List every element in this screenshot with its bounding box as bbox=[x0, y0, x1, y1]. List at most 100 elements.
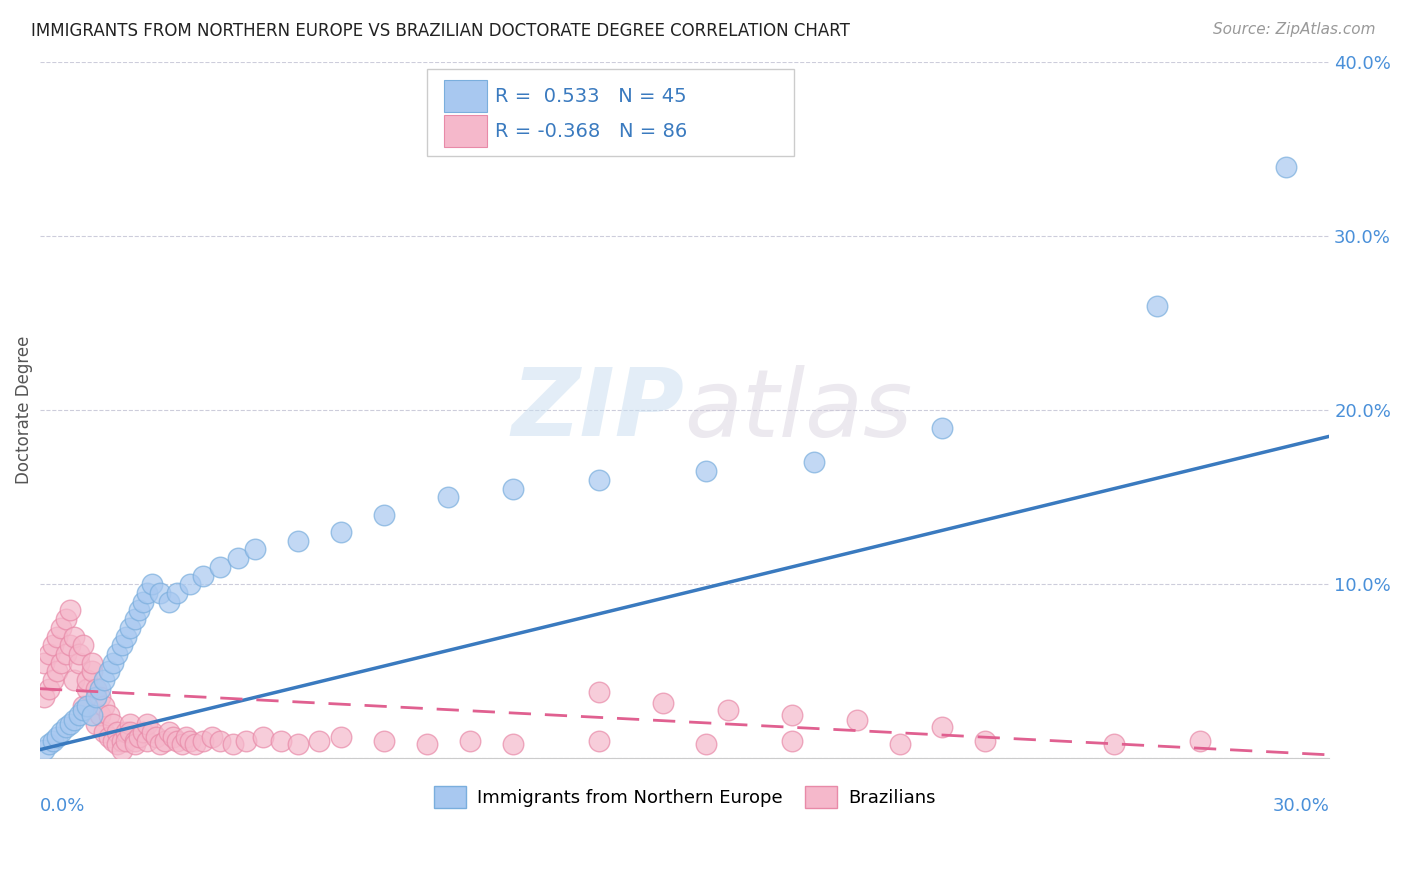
Point bbox=[51, 656, 73, 670]
Text: 30.0%: 30.0% bbox=[1272, 797, 1329, 814]
Point bbox=[120, 621, 142, 635]
Point bbox=[32, 656, 55, 670]
Point bbox=[416, 738, 439, 752]
Point bbox=[437, 490, 460, 504]
Point bbox=[105, 725, 128, 739]
Point bbox=[93, 673, 115, 687]
Point bbox=[120, 716, 142, 731]
Point bbox=[38, 647, 60, 661]
Point bbox=[166, 734, 188, 748]
Point bbox=[101, 716, 124, 731]
Point bbox=[105, 738, 128, 752]
Point bbox=[695, 464, 717, 478]
Point bbox=[889, 738, 911, 752]
Text: R =  0.533   N = 45: R = 0.533 N = 45 bbox=[495, 87, 686, 106]
Point bbox=[153, 734, 176, 748]
Point bbox=[308, 734, 330, 748]
Point bbox=[38, 681, 60, 696]
Point bbox=[329, 731, 352, 745]
Point bbox=[128, 731, 150, 745]
Point bbox=[101, 656, 124, 670]
Point bbox=[132, 595, 155, 609]
Point bbox=[42, 638, 65, 652]
Point bbox=[63, 713, 86, 727]
Point bbox=[588, 685, 610, 699]
Point bbox=[145, 731, 167, 745]
Point bbox=[157, 595, 180, 609]
Point bbox=[55, 647, 77, 661]
Point bbox=[157, 725, 180, 739]
Text: ZIP: ZIP bbox=[512, 364, 685, 456]
Point bbox=[72, 699, 94, 714]
Point bbox=[67, 656, 90, 670]
Point bbox=[201, 731, 224, 745]
Point bbox=[1189, 734, 1212, 748]
Point bbox=[111, 638, 134, 652]
Point bbox=[588, 734, 610, 748]
Text: 0.0%: 0.0% bbox=[39, 797, 86, 814]
Point bbox=[373, 508, 395, 522]
Point bbox=[76, 681, 98, 696]
Point bbox=[89, 707, 111, 722]
Point bbox=[115, 630, 138, 644]
Point bbox=[124, 738, 146, 752]
Point bbox=[226, 551, 249, 566]
Point bbox=[120, 725, 142, 739]
Point bbox=[931, 420, 953, 434]
Point bbox=[1146, 299, 1168, 313]
Point bbox=[329, 524, 352, 539]
Point bbox=[209, 560, 232, 574]
Y-axis label: Doctorate Degree: Doctorate Degree bbox=[15, 336, 32, 484]
Point bbox=[252, 731, 274, 745]
Point bbox=[588, 473, 610, 487]
Point bbox=[46, 731, 69, 745]
Point bbox=[84, 716, 107, 731]
Point bbox=[46, 630, 69, 644]
Point bbox=[652, 696, 675, 710]
Point bbox=[458, 734, 481, 748]
FancyBboxPatch shape bbox=[443, 115, 488, 147]
Point bbox=[97, 707, 120, 722]
Point bbox=[32, 742, 55, 756]
Text: atlas: atlas bbox=[685, 365, 912, 456]
Point bbox=[32, 690, 55, 705]
Point bbox=[373, 734, 395, 748]
Point bbox=[72, 638, 94, 652]
Point bbox=[1275, 160, 1298, 174]
Point bbox=[80, 707, 103, 722]
Point bbox=[59, 603, 82, 617]
Point bbox=[67, 707, 90, 722]
Point bbox=[803, 455, 825, 469]
Point bbox=[55, 612, 77, 626]
Point bbox=[51, 725, 73, 739]
Point bbox=[1104, 738, 1126, 752]
Point bbox=[101, 734, 124, 748]
Point bbox=[141, 577, 163, 591]
Point bbox=[845, 713, 868, 727]
Point bbox=[55, 720, 77, 734]
Point bbox=[183, 738, 205, 752]
Point bbox=[124, 612, 146, 626]
Point bbox=[166, 586, 188, 600]
Point bbox=[63, 673, 86, 687]
Point bbox=[76, 673, 98, 687]
Point bbox=[502, 482, 524, 496]
Point bbox=[931, 720, 953, 734]
Point bbox=[209, 734, 232, 748]
Point bbox=[72, 703, 94, 717]
Point bbox=[51, 621, 73, 635]
Point bbox=[974, 734, 997, 748]
Point bbox=[128, 603, 150, 617]
Point bbox=[38, 738, 60, 752]
Legend: Immigrants from Northern Europe, Brazilians: Immigrants from Northern Europe, Brazili… bbox=[426, 779, 942, 815]
Point bbox=[141, 725, 163, 739]
Point bbox=[174, 731, 197, 745]
Point bbox=[502, 738, 524, 752]
Text: R = -0.368   N = 86: R = -0.368 N = 86 bbox=[495, 121, 688, 141]
Point bbox=[716, 703, 738, 717]
Point bbox=[270, 734, 292, 748]
FancyBboxPatch shape bbox=[427, 69, 794, 156]
Point bbox=[67, 647, 90, 661]
Point bbox=[80, 665, 103, 679]
Point bbox=[89, 681, 111, 696]
